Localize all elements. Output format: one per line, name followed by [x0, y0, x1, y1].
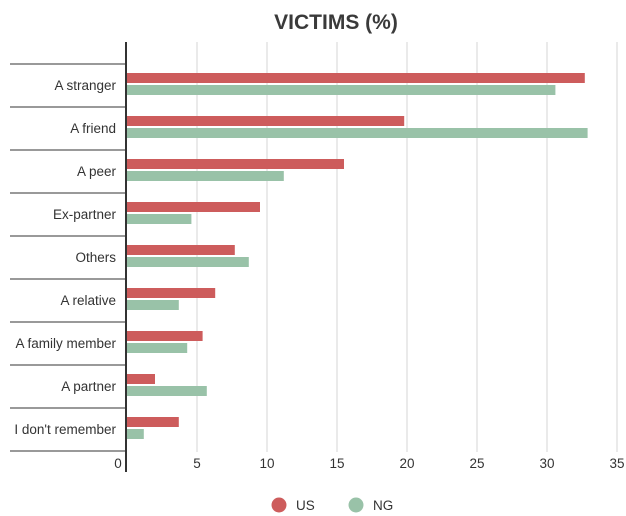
x-tick-label: 15 [329, 456, 344, 471]
bar-us [127, 73, 585, 83]
bars [127, 73, 588, 439]
category-label: A peer [77, 164, 117, 179]
bar-us [127, 245, 235, 255]
bar-ng [127, 257, 249, 267]
bar-us [127, 159, 344, 169]
bar-ng [127, 429, 144, 439]
gridlines [196, 42, 618, 452]
category-label: A family member [15, 336, 116, 351]
category-separators [10, 63, 126, 452]
bar-us [127, 288, 216, 298]
chart-title: VICTIMS (%) [274, 11, 398, 34]
bar-ng [127, 85, 556, 95]
category-label: Others [75, 250, 116, 265]
bar-us [127, 331, 203, 341]
category-label: A friend [70, 121, 116, 136]
legend-marker-us [271, 497, 287, 513]
bar-ng [127, 214, 192, 224]
bar-us [127, 417, 179, 427]
legend: US NG [271, 497, 393, 513]
bar-us [127, 374, 155, 384]
x-tick-label: 25 [469, 456, 484, 471]
bar-ng [127, 343, 188, 353]
x-tick-label: 35 [609, 456, 624, 471]
category-label: A partner [61, 379, 116, 394]
bar-ng [127, 128, 588, 138]
category-labels: A stranger A friend A peer Ex-partner Others… [14, 78, 116, 437]
x-tick-labels: 0 5 10 15 20 25 30 35 [114, 456, 624, 471]
bar-ng [127, 300, 179, 310]
bar-us [127, 202, 260, 212]
bar-us [127, 116, 405, 126]
legend-marker-ng [348, 497, 364, 513]
x-tick-label: 0 [114, 456, 122, 471]
legend-label-ng: NG [373, 498, 393, 513]
category-label: A stranger [54, 78, 116, 93]
x-tick-label: 20 [399, 456, 414, 471]
category-label: A relative [60, 293, 116, 308]
x-tick-label: 30 [539, 456, 554, 471]
legend-label-us: US [296, 498, 315, 513]
x-tick-label: 5 [193, 456, 201, 471]
bar-ng [127, 171, 284, 181]
category-label: I don't remember [14, 422, 116, 437]
x-tick-label: 10 [259, 456, 274, 471]
bar-ng [127, 386, 207, 396]
category-label: Ex-partner [53, 207, 117, 222]
